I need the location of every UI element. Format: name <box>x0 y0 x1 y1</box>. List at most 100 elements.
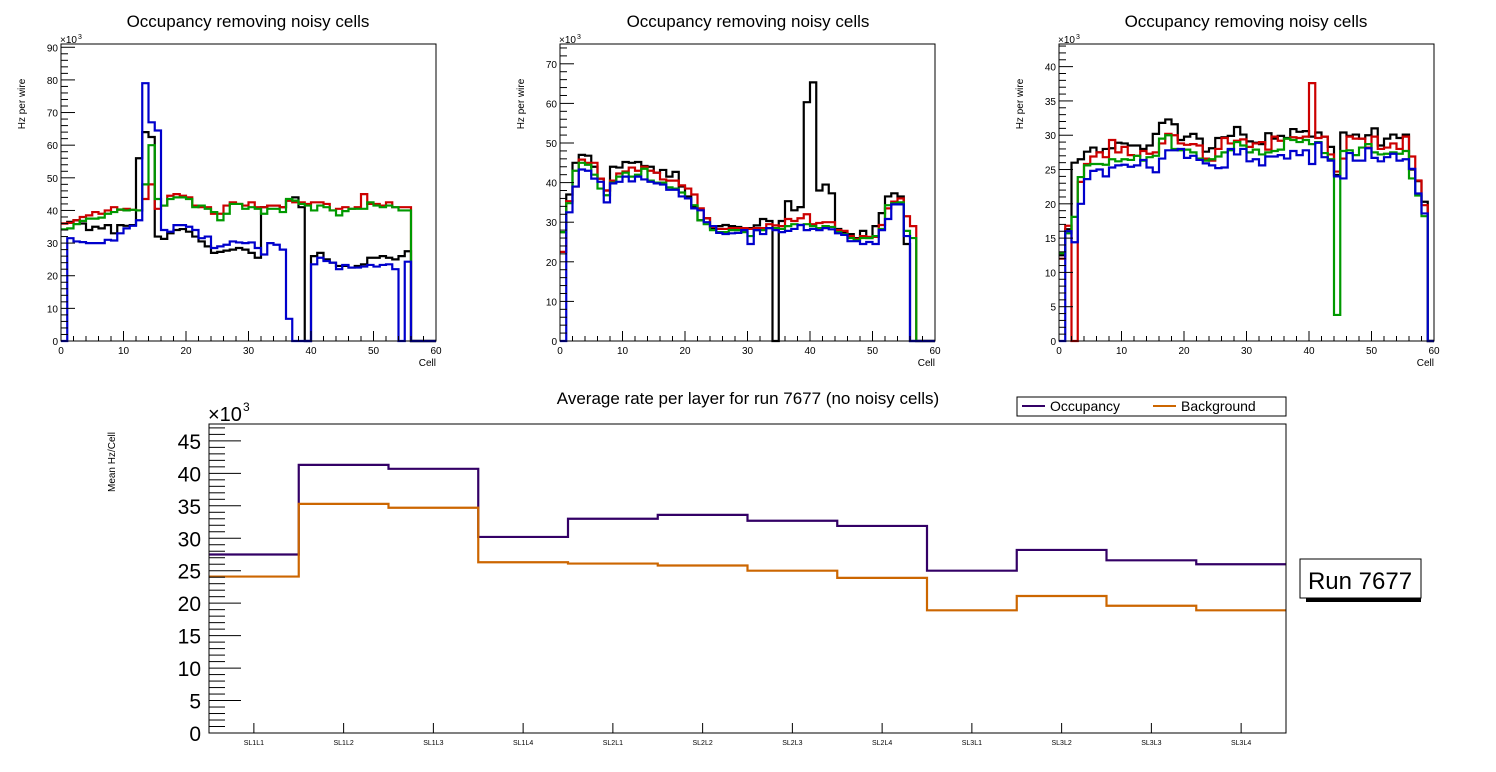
x-tick-label: 0 <box>58 346 64 357</box>
plot-frame <box>1058 43 1435 342</box>
y-tick-label: 30 <box>178 528 201 551</box>
y-tick-label: 20 <box>47 272 59 283</box>
x-tick-label: SL1L2 <box>334 740 354 747</box>
x-tick-label: 10 <box>617 346 629 357</box>
y-tick-label: 20 <box>1045 200 1057 211</box>
x-axis-label: Cell <box>419 358 436 369</box>
x-tick-label: 0 <box>557 346 563 357</box>
x-tick-label: SL3L3 <box>1141 740 1161 747</box>
series-line-layer-blue <box>1059 141 1434 343</box>
x-tick-label: 60 <box>430 346 442 357</box>
y-tick-label: 15 <box>1045 234 1057 245</box>
series-line-layer-green <box>560 161 935 343</box>
y-tick-label: 10 <box>47 304 59 315</box>
y-tick-label: 20 <box>546 258 558 269</box>
chart-title: Average rate per layer for run 7677 (no … <box>557 389 939 408</box>
y-tick-label: 0 <box>1050 337 1056 348</box>
chart-title: Occupancy removing noisy cells <box>627 12 870 31</box>
y-axis-label: Hz per wire <box>17 78 28 129</box>
y-tick-label: 40 <box>47 206 59 217</box>
y-tick-label: 45 <box>178 431 201 454</box>
y-multiplier-label: ×10 <box>60 35 77 46</box>
x-axis-label: Cell <box>918 358 935 369</box>
series-line-occupancy <box>209 463 1286 572</box>
chart-title: Occupancy removing noisy cells <box>1125 12 1368 31</box>
histogram-panel-3: Occupancy removing noisy cells 0 5 10 15 20 25… <box>1015 12 1440 369</box>
y-tick-label: 10 <box>546 297 558 308</box>
y-axis-label: Hz per wire <box>1015 78 1026 129</box>
x-tick-label: 30 <box>243 346 255 357</box>
y-tick-label: 90 <box>47 43 59 54</box>
y-multiplier-exponent: 3 <box>577 34 581 41</box>
y-tick-label: 40 <box>178 463 201 486</box>
x-tick-label: 40 <box>804 346 816 357</box>
series-line-layer-black <box>61 131 436 343</box>
series-line-layer-blue <box>61 82 436 343</box>
y-tick-label: 30 <box>1045 131 1057 142</box>
x-tick-label: 10 <box>1116 346 1128 357</box>
x-tick-label: SL3L1 <box>962 740 982 747</box>
x-tick-label: 60 <box>929 346 941 357</box>
y-multiplier-exponent: 3 <box>243 400 250 414</box>
y-tick-label: 50 <box>546 139 558 150</box>
chart-title: Occupancy removing noisy cells <box>127 12 370 31</box>
y-tick-label: 60 <box>47 141 59 152</box>
histogram-panel-1: Occupancy removing noisy cells 0 10 20 30 40 5… <box>17 12 442 369</box>
x-tick-label: 40 <box>305 346 317 357</box>
y-tick-label: 30 <box>47 239 59 250</box>
y-tick-label: 25 <box>178 561 201 584</box>
series-line-layer-black <box>560 81 935 343</box>
legend-label-occupancy: Occupancy <box>1050 398 1120 414</box>
annotation-text: Run 7677 <box>1308 568 1412 595</box>
run-annotation: Run 7677 <box>1299 558 1422 602</box>
y-tick-label: 0 <box>551 337 557 348</box>
y-tick-label: 35 <box>1045 97 1057 108</box>
x-tick-label: SL1L3 <box>423 740 443 747</box>
plot-frame <box>60 43 437 342</box>
x-tick-label: SL2L2 <box>693 740 713 747</box>
y-multiplier-exponent: 3 <box>78 34 82 41</box>
legend: Occupancy Background <box>1016 396 1287 417</box>
y-tick-label: 20 <box>178 593 201 616</box>
y-tick-label: 70 <box>546 60 558 71</box>
y-tick-label: 50 <box>47 174 59 185</box>
x-tick-label: SL3L4 <box>1231 740 1251 747</box>
y-tick-label: 70 <box>47 109 59 120</box>
y-multiplier-label: ×10 <box>1058 35 1075 46</box>
y-multiplier-label: ×10 <box>559 35 576 46</box>
x-tick-label: 20 <box>1178 346 1190 357</box>
y-tick-label: 15 <box>178 626 201 649</box>
y-axis-label: Hz per wire <box>516 78 527 129</box>
x-tick-label: 50 <box>1366 346 1378 357</box>
histogram-panel-2: Occupancy removing noisy cells0102030405… <box>516 12 941 369</box>
x-tick-label: SL1L1 <box>244 740 264 747</box>
y-tick-label: 10 <box>1045 268 1057 279</box>
y-tick-label: 10 <box>178 658 201 681</box>
x-tick-label: 30 <box>742 346 754 357</box>
series-line-layer-red <box>1059 81 1434 343</box>
y-tick-label: 5 <box>189 691 201 714</box>
annotation-box <box>1299 558 1422 599</box>
y-tick-label: 5 <box>1050 303 1056 314</box>
y-axis-label: Mean Hz/Cell <box>107 432 118 492</box>
y-tick-label: 30 <box>546 218 558 229</box>
series-line-background <box>209 502 1286 612</box>
x-tick-label: 20 <box>180 346 192 357</box>
x-tick-label: 50 <box>368 346 380 357</box>
x-tick-label: 10 <box>118 346 130 357</box>
legend-label-background: Background <box>1181 398 1256 414</box>
y-tick-label: 80 <box>47 76 59 87</box>
x-tick-label: 50 <box>867 346 879 357</box>
series-line-layer-green <box>61 144 436 343</box>
x-tick-label: SL3L2 <box>1052 740 1072 747</box>
y-tick-label: 40 <box>546 179 558 190</box>
x-tick-label: 20 <box>679 346 691 357</box>
x-tick-label: SL2L1 <box>603 740 623 747</box>
x-tick-label: 30 <box>1241 346 1253 357</box>
y-tick-label: 0 <box>189 723 201 746</box>
series-line-layer-blue <box>560 168 935 343</box>
average-rate-panel: Average rate per layer for run 7677 (no … <box>107 389 1422 747</box>
y-tick-label: 40 <box>1045 63 1057 74</box>
y-tick-label: 35 <box>178 496 201 519</box>
